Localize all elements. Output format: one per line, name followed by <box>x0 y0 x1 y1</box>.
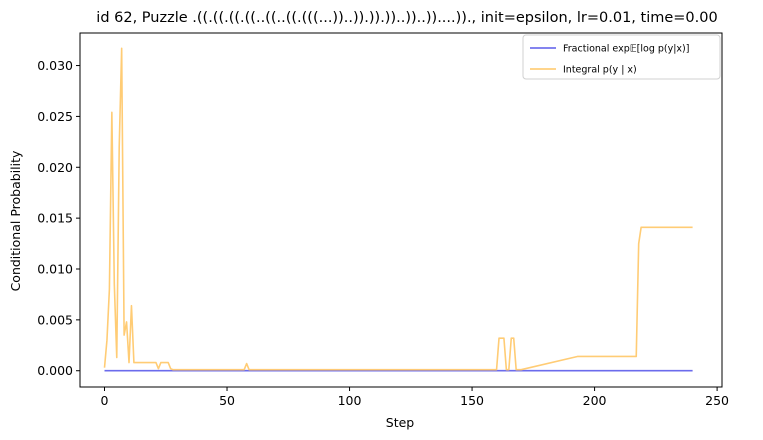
y-axis-label: Conditional Probability <box>8 150 23 291</box>
legend-box <box>522 34 721 80</box>
x-axis-label: Step <box>386 415 415 430</box>
y-tick-label: 0.000 <box>37 363 73 378</box>
x-tick-label: 200 <box>583 393 607 408</box>
plot-area <box>79 32 723 388</box>
y-tick-label: 0.005 <box>37 312 73 327</box>
series-line-1 <box>103 47 693 371</box>
legend-label: Fractional exp𝔼[log p(y|x)] <box>563 44 689 55</box>
x-axis: 0 50 100 150 200 250 <box>101 387 729 408</box>
y-tick-label: 0.010 <box>37 262 73 277</box>
y-axis: 0.000 0.005 0.010 0.015 0.020 0.025 0.030 <box>37 58 80 378</box>
y-tick-label: 0.030 <box>37 58 73 73</box>
y-tick-label: 0.015 <box>37 211 73 226</box>
x-tick-label: 250 <box>705 393 729 408</box>
legend-label: Integral p(y | x) <box>563 65 637 76</box>
x-tick-label: 100 <box>338 393 362 408</box>
y-tick-label: 0.025 <box>37 109 73 124</box>
plot-frame <box>79 32 723 388</box>
legend: Fractional exp𝔼[log p(y|x)] Integral p(y … <box>522 34 721 80</box>
y-tick-label: 0.020 <box>37 160 73 175</box>
chart-title: id 62, Puzzle .((.((.((.((..((..((.(((..… <box>96 10 717 26</box>
x-tick-label: 0 <box>101 393 109 408</box>
x-tick-label: 150 <box>460 393 484 408</box>
series-lines <box>103 47 693 372</box>
x-tick-label: 50 <box>219 393 235 408</box>
